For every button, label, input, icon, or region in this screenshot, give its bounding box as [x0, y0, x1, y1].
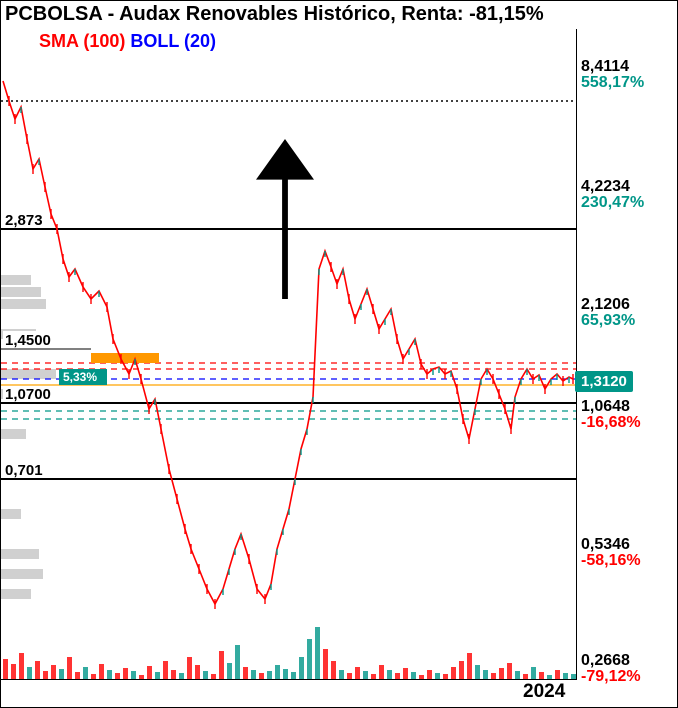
- current-price-marker: 1,3120: [575, 371, 633, 392]
- chart-title: PCBOLSA - Audax Renovables Histórico, Re…: [5, 3, 544, 26]
- y-tick-value: 4,2234: [581, 179, 630, 195]
- y-tick-pct: -79,12%: [581, 669, 641, 685]
- x-axis-label: 2024: [523, 681, 565, 703]
- chart-container: PCBOLSA - Audax Renovables Histórico, Re…: [0, 0, 678, 708]
- svg-text:2,873: 2,873: [5, 212, 43, 229]
- y-tick-pct: 230,47%: [581, 195, 644, 211]
- y-tick-value: 0,2668: [581, 653, 630, 669]
- y-tick-value: 0,5346: [581, 537, 630, 553]
- svg-text:5,33%: 5,33%: [63, 370, 97, 384]
- y-tick-value: 8,4114: [581, 59, 629, 75]
- svg-text:0,701: 0,701: [5, 462, 43, 479]
- y-tick-value: 2,1206: [581, 297, 630, 313]
- chart-plot-area[interactable]: 2,873 1,4500 1,0700 0,701 5,33%: [1, 29, 577, 680]
- svg-text:1,0700: 1,0700: [5, 386, 51, 403]
- y-axis: 8,4114558,17% 4,2234230,47% 2,120665,93% 1,…: [577, 29, 677, 679]
- svg-text:1,4500: 1,4500: [5, 332, 51, 349]
- y-tick-pct: 558,17%: [581, 75, 644, 91]
- y-tick-pct: 65,93%: [581, 313, 635, 329]
- chart-svg: 2,873 1,4500 1,0700 0,701 5,33%: [1, 29, 576, 679]
- y-tick-value: 1,0648: [581, 399, 630, 415]
- y-tick-pct: -16,68%: [581, 415, 641, 431]
- y-tick-pct: -58,16%: [581, 553, 641, 569]
